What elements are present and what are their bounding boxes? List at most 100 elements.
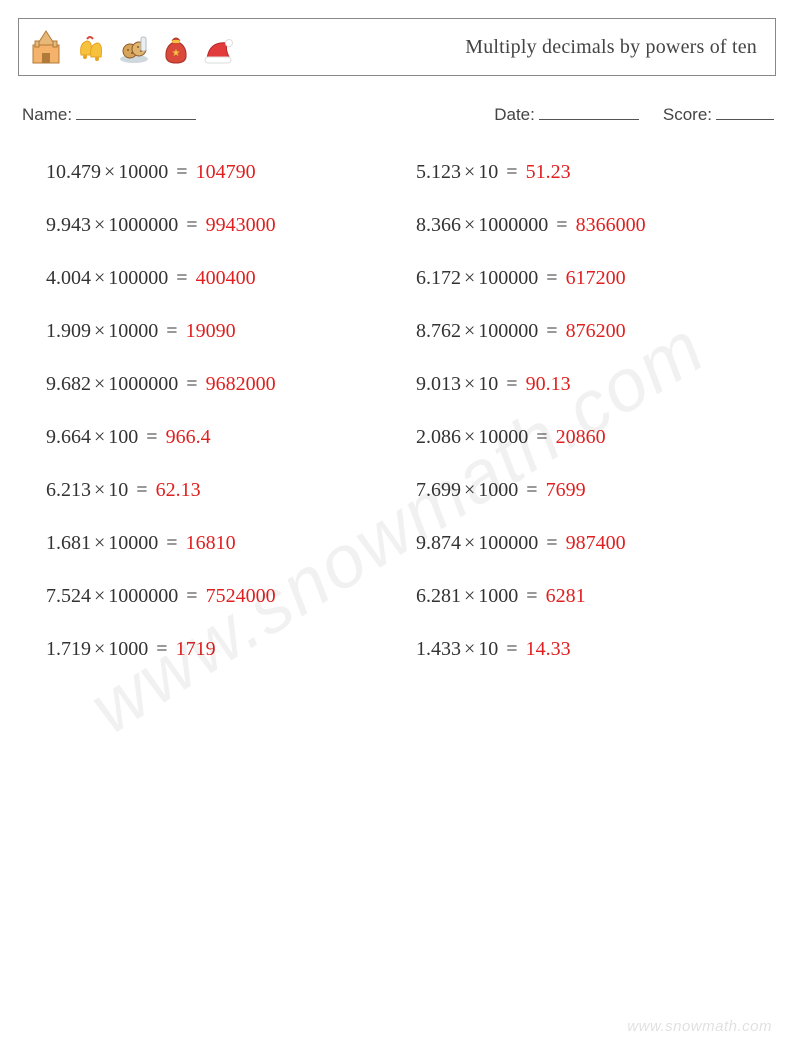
score-field: Score:	[663, 102, 774, 125]
multiply-symbol: ×	[91, 585, 108, 607]
sack-icon: ★	[161, 31, 191, 65]
date-blank[interactable]	[539, 102, 639, 120]
multiply-symbol: ×	[461, 585, 478, 607]
problem: 1.681×10000 = 16810	[46, 532, 406, 555]
date-label: Date:	[494, 105, 535, 124]
date-field: Date:	[494, 102, 639, 125]
operand-a: 9.013	[416, 373, 461, 395]
operand-b: 10	[478, 161, 498, 183]
multiply-symbol: ×	[461, 267, 478, 289]
operand-a: 5.123	[416, 161, 461, 183]
operand-b: 100000	[478, 267, 538, 289]
problem: 1.433×10 = 14.33	[416, 638, 776, 661]
problem: 9.943×1000000 = 9943000	[46, 214, 406, 237]
operand-a: 1.433	[416, 638, 461, 660]
equals-symbol: =	[178, 214, 205, 236]
problem: 9.874×100000 = 987400	[416, 532, 776, 555]
operand-a: 9.874	[416, 532, 461, 554]
problem: 8.762×100000 = 876200	[416, 320, 776, 343]
multiply-symbol: ×	[461, 426, 478, 448]
operand-a: 10.479	[46, 161, 101, 183]
operand-b: 100000	[108, 267, 168, 289]
problems-grid: 10.479×10000 = 1047905.123×10 = 51.239.9…	[18, 161, 776, 661]
answer: 19090	[186, 320, 236, 342]
operand-b: 10000	[118, 161, 168, 183]
multiply-symbol: ×	[91, 532, 108, 554]
operand-b: 100000	[478, 320, 538, 342]
equals-symbol: =	[518, 585, 545, 607]
operand-a: 1.719	[46, 638, 91, 660]
operand-b: 10000	[108, 320, 158, 342]
equals-symbol: =	[168, 161, 195, 183]
multiply-symbol: ×	[91, 479, 108, 501]
multiply-symbol: ×	[461, 638, 478, 660]
operand-a: 7.524	[46, 585, 91, 607]
answer: 14.33	[526, 638, 571, 660]
equals-symbol: =	[158, 320, 185, 342]
multiply-symbol: ×	[461, 320, 478, 342]
problem: 10.479×10000 = 104790	[46, 161, 406, 184]
name-blank[interactable]	[76, 102, 196, 120]
operand-a: 1.909	[46, 320, 91, 342]
operand-a: 7.699	[416, 479, 461, 501]
equals-symbol: =	[178, 373, 205, 395]
cookies-icon	[117, 31, 151, 65]
answer: 51.23	[526, 161, 571, 183]
worksheet-page: www.snowmath.com	[0, 0, 794, 1053]
header-box: ★ Multiply decimals by powers of ten	[18, 18, 776, 76]
bells-icon	[73, 31, 107, 65]
problem: 1.909×10000 = 19090	[46, 320, 406, 343]
answer: 16810	[186, 532, 236, 554]
answer: 6281	[546, 585, 586, 607]
operand-b: 1000	[478, 585, 518, 607]
operand-a: 6.213	[46, 479, 91, 501]
equals-symbol: =	[498, 373, 525, 395]
answer: 62.13	[156, 479, 201, 501]
operand-b: 100	[108, 426, 138, 448]
problem: 5.123×10 = 51.23	[416, 161, 776, 184]
operand-a: 9.682	[46, 373, 91, 395]
meta-row: Name: Date: Score:	[18, 102, 776, 125]
multiply-symbol: ×	[461, 373, 478, 395]
operand-a: 9.664	[46, 426, 91, 448]
multiply-symbol: ×	[91, 426, 108, 448]
problem: 6.213×10 = 62.13	[46, 479, 406, 502]
operand-b: 10	[108, 479, 128, 501]
multiply-symbol: ×	[91, 373, 108, 395]
operand-a: 8.366	[416, 214, 461, 236]
operand-b: 1000000	[108, 585, 178, 607]
problem: 9.013×10 = 90.13	[416, 373, 776, 396]
equals-symbol: =	[128, 479, 155, 501]
multiply-symbol: ×	[101, 161, 118, 183]
operand-a: 9.943	[46, 214, 91, 236]
score-label: Score:	[663, 105, 712, 124]
operand-b: 1000000	[108, 214, 178, 236]
equals-symbol: =	[538, 320, 565, 342]
problem: 2.086×10000 = 20860	[416, 426, 776, 449]
answer: 8366000	[576, 214, 646, 236]
equals-symbol: =	[538, 532, 565, 554]
multiply-symbol: ×	[461, 479, 478, 501]
operand-b: 10	[478, 373, 498, 395]
equals-symbol: =	[178, 585, 205, 607]
worksheet-title: Multiply decimals by powers of ten	[465, 36, 757, 59]
problem: 4.004×100000 = 400400	[46, 267, 406, 290]
answer: 617200	[566, 267, 626, 289]
header-icons: ★	[29, 29, 235, 65]
operand-b: 100000	[478, 532, 538, 554]
problem: 1.719×1000 = 1719	[46, 638, 406, 661]
equals-symbol: =	[518, 479, 545, 501]
footer-text: www.snowmath.com	[627, 1018, 772, 1035]
castle-icon	[29, 29, 63, 65]
problem: 7.699×1000 = 7699	[416, 479, 776, 502]
equals-symbol: =	[498, 638, 525, 660]
operand-b: 10	[478, 638, 498, 660]
multiply-symbol: ×	[91, 320, 108, 342]
operand-b: 1000	[478, 479, 518, 501]
multiply-symbol: ×	[91, 638, 108, 660]
score-blank[interactable]	[716, 102, 774, 120]
answer: 7524000	[206, 585, 276, 607]
answer: 7699	[546, 479, 586, 501]
equals-symbol: =	[548, 214, 575, 236]
equals-symbol: =	[168, 267, 195, 289]
